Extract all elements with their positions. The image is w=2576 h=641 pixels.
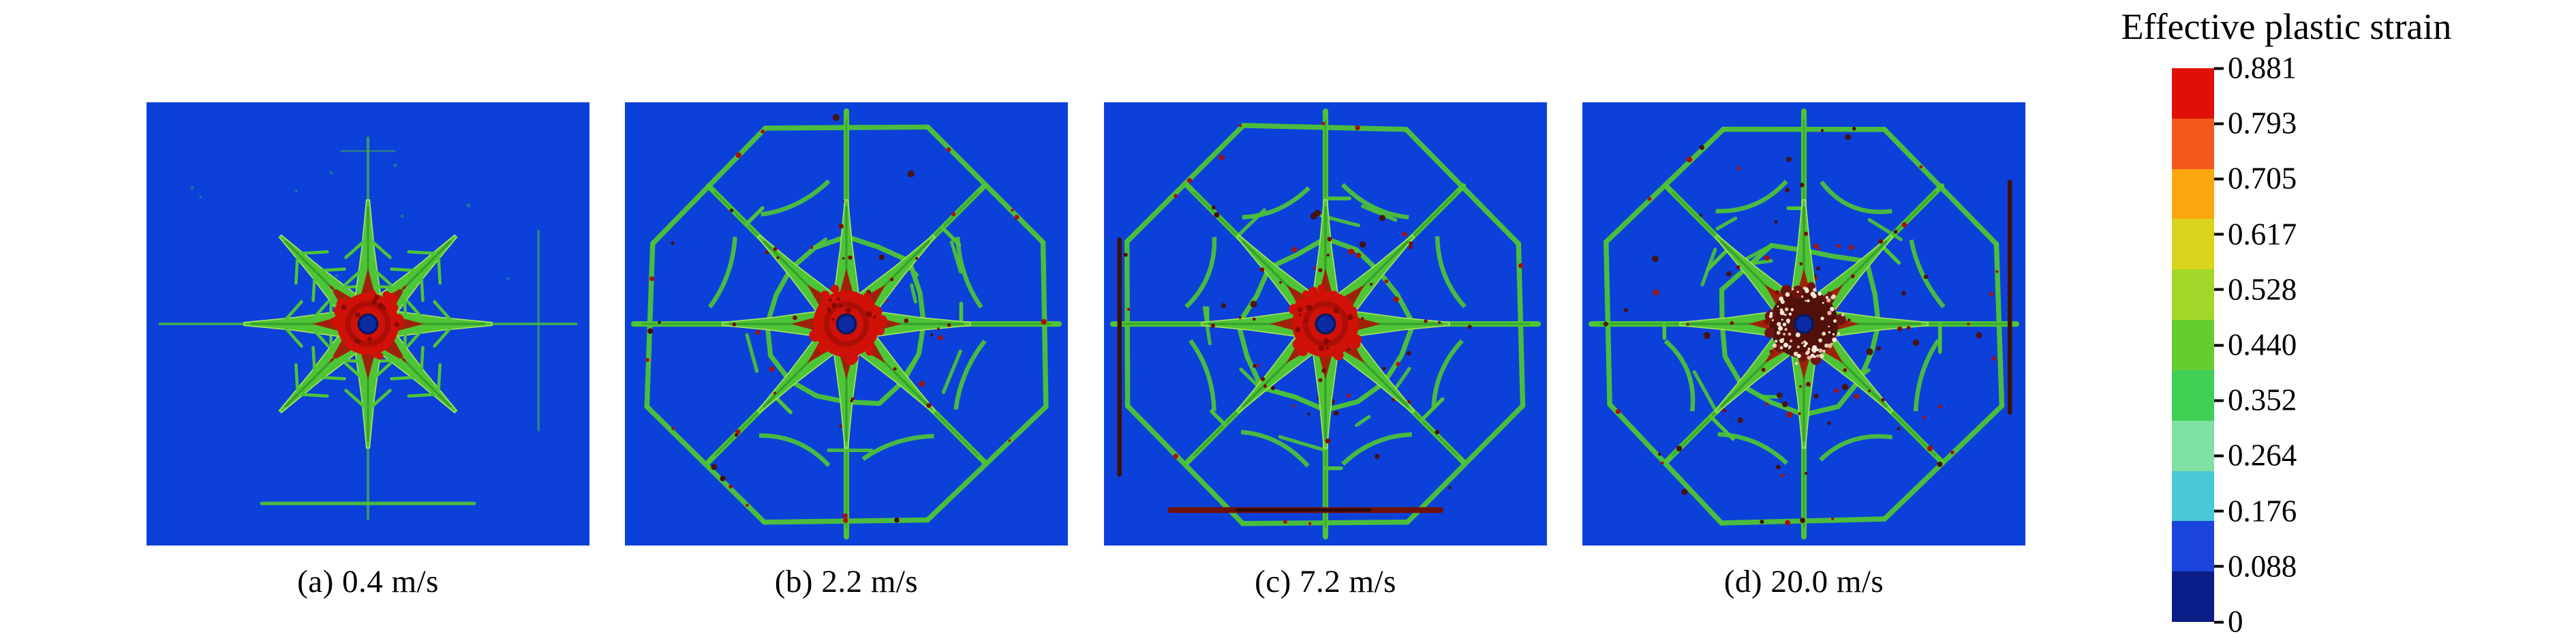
colorbar-band: [2172, 118, 2214, 169]
tick-mark: [2214, 565, 2224, 568]
panel-caption-d: (d) 20.0 m/s: [1723, 564, 1884, 599]
colorbar-tick: 0.440: [2214, 327, 2297, 362]
tick-label: 0.705: [2228, 161, 2297, 196]
panel-caption-a: (a) 0.4 m/s: [297, 564, 439, 599]
colorbar-band: [2172, 571, 2214, 622]
colorbar-band: [2172, 521, 2214, 572]
tick-mark: [2214, 344, 2224, 346]
tick-label: 0.881: [2228, 50, 2297, 85]
tick-mark: [2214, 233, 2224, 236]
panel-a: (a) 0.4 m/s: [147, 102, 589, 600]
colorbar: [2172, 68, 2214, 622]
tick-label: 0.264: [2228, 438, 2297, 473]
colorbar-tick: 0.264: [2214, 438, 2297, 473]
colorbar-band: [2172, 420, 2214, 471]
colorbar-tick: 0.528: [2214, 274, 2297, 305]
tick-mark: [2214, 122, 2224, 125]
colorbar-tick: 0.881: [2214, 53, 2297, 84]
tick-mark: [2214, 288, 2224, 291]
strain-contour-b: [625, 102, 1068, 546]
tick-label: 0.088: [2228, 549, 2297, 584]
colorbar-ticks: 0.881 0.793 0.705 0.617 0.528 0.440 0.352 0.264…: [2214, 53, 2473, 637]
panel-caption-c: (c) 7.2 m/s: [1255, 564, 1396, 599]
colorbar-tick: 0.352: [2214, 385, 2297, 416]
panel-c: (c) 7.2 m/s: [1104, 102, 1547, 600]
colorbar-tick: 0.176: [2214, 496, 2297, 526]
colorbar-band: [2172, 68, 2214, 119]
tick-mark: [2214, 67, 2224, 70]
tick-mark: [2214, 509, 2224, 513]
tick-label: 0: [2228, 604, 2243, 639]
colorbar-band: [2172, 269, 2214, 320]
colorbar-tick: 0: [2214, 604, 2243, 639]
tick-mark: [2214, 177, 2224, 181]
tick-mark: [2214, 454, 2224, 458]
strain-contour-d: [1582, 102, 2025, 546]
colorbar-tick: 0.088: [2214, 551, 2297, 582]
tick-label: 0.176: [2228, 494, 2297, 528]
colorbar-band: [2172, 219, 2214, 270]
colorbar-tick: 0.617: [2214, 219, 2297, 250]
colorbar-band: [2172, 471, 2214, 522]
colorbar-band: [2172, 370, 2214, 421]
legend-title: Effective plastic strain: [2121, 6, 2452, 47]
panel-caption-b: (b) 2.2 m/s: [774, 564, 919, 599]
colorbar-tick: 0.793: [2214, 108, 2297, 139]
tick-label: 0.440: [2228, 327, 2297, 362]
strain-contour-c: [1104, 102, 1547, 546]
strain-contour-a: [147, 102, 589, 546]
tick-mark: [2214, 399, 2224, 402]
tick-mark: [2214, 621, 2224, 623]
panel-b: (b) 2.2 m/s: [625, 102, 1068, 600]
panel-d: (d) 20.0 m/s: [1582, 102, 2025, 600]
tick-label: 0.352: [2228, 383, 2297, 417]
colorbar-tick: 0.705: [2214, 161, 2297, 196]
colorbar-band: [2172, 320, 2214, 370]
tick-label: 0.528: [2228, 272, 2297, 307]
tick-label: 0.793: [2228, 106, 2297, 140]
colorbar-band: [2172, 168, 2214, 220]
tick-label: 0.617: [2228, 217, 2297, 252]
